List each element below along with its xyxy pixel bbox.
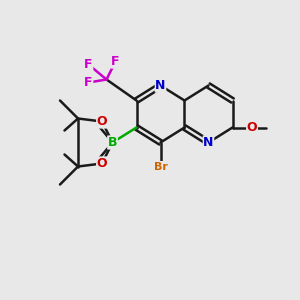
Text: B: B	[108, 136, 117, 149]
Text: N: N	[155, 79, 166, 92]
Text: F: F	[111, 55, 120, 68]
Text: Br: Br	[154, 161, 167, 172]
Text: F: F	[84, 58, 93, 71]
Text: F: F	[84, 76, 93, 89]
Text: O: O	[247, 121, 257, 134]
Text: O: O	[97, 157, 107, 170]
Text: O: O	[97, 115, 107, 128]
Text: N: N	[203, 136, 214, 149]
